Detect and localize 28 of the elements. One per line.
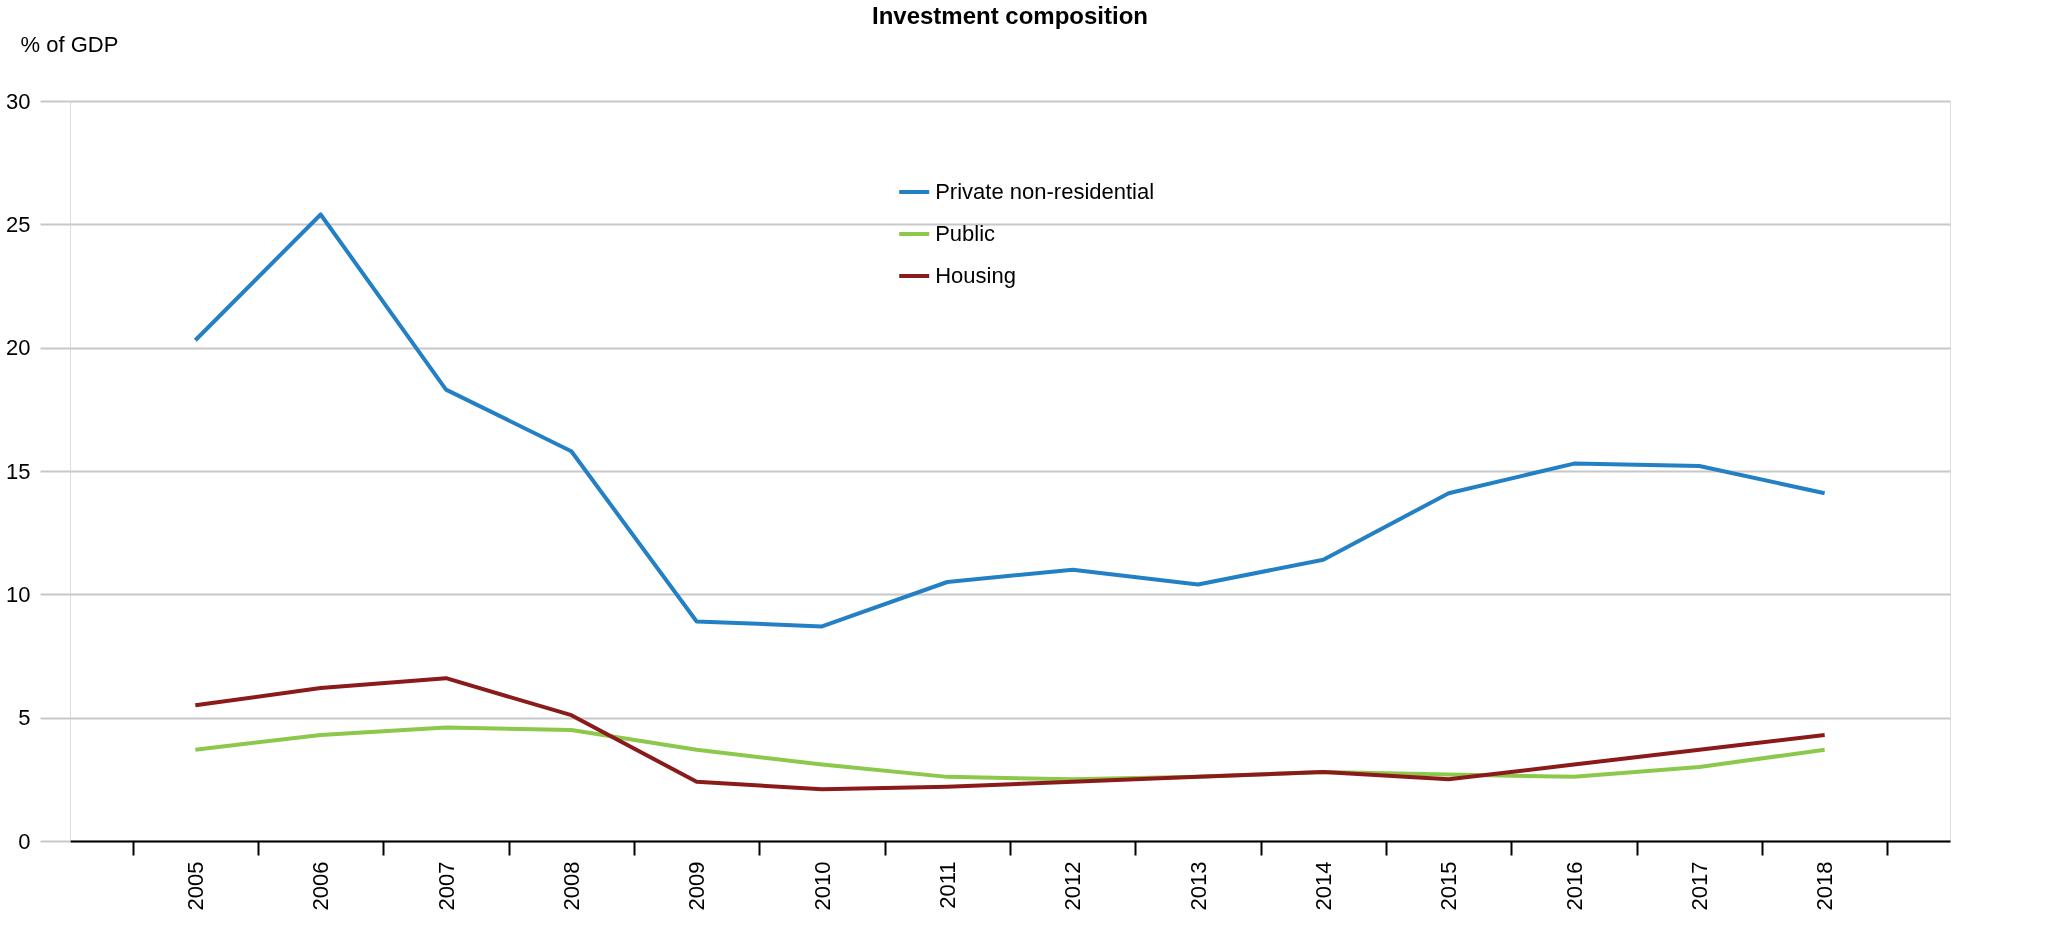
line-series xyxy=(193,676,1827,792)
y-tick-label: 20 xyxy=(6,335,31,361)
y-tick-label: 15 xyxy=(6,458,31,484)
legend-label: Housing xyxy=(935,263,1016,288)
chart-title: Investment composition xyxy=(871,2,1149,29)
x-tick-label: 2009 xyxy=(684,861,710,911)
x-tick-label: 2011 xyxy=(934,861,960,909)
x-tick-label: 2014 xyxy=(1310,861,1336,911)
y-tick-label: 10 xyxy=(6,581,31,607)
y-tick-label: 30 xyxy=(6,88,31,114)
x-tick-label: 2006 xyxy=(308,861,334,911)
x-tick-label: 2010 xyxy=(809,861,835,911)
x-tick-label: 2007 xyxy=(433,861,459,911)
x-tick-label: 2018 xyxy=(1812,861,1838,911)
line-series xyxy=(193,212,1827,629)
legend-label: Private non-residential xyxy=(935,179,1155,204)
x-tick-label: 2016 xyxy=(1561,861,1587,911)
x-tick-label: 2005 xyxy=(182,861,208,911)
x-tick-label: 2013 xyxy=(1185,861,1211,911)
x-tick-label: 2008 xyxy=(558,861,584,911)
x-tick-label: 2012 xyxy=(1060,861,1086,911)
y-axis-title: % of GDP xyxy=(20,31,119,57)
y-tick-label: 5 xyxy=(18,705,31,731)
y-tick-label: 25 xyxy=(6,211,31,237)
x-tick-label: 2015 xyxy=(1436,861,1462,911)
x-tick-label: 2017 xyxy=(1686,861,1712,911)
legend-label: Public xyxy=(935,221,996,246)
y-tick-label: 0 xyxy=(18,828,31,854)
